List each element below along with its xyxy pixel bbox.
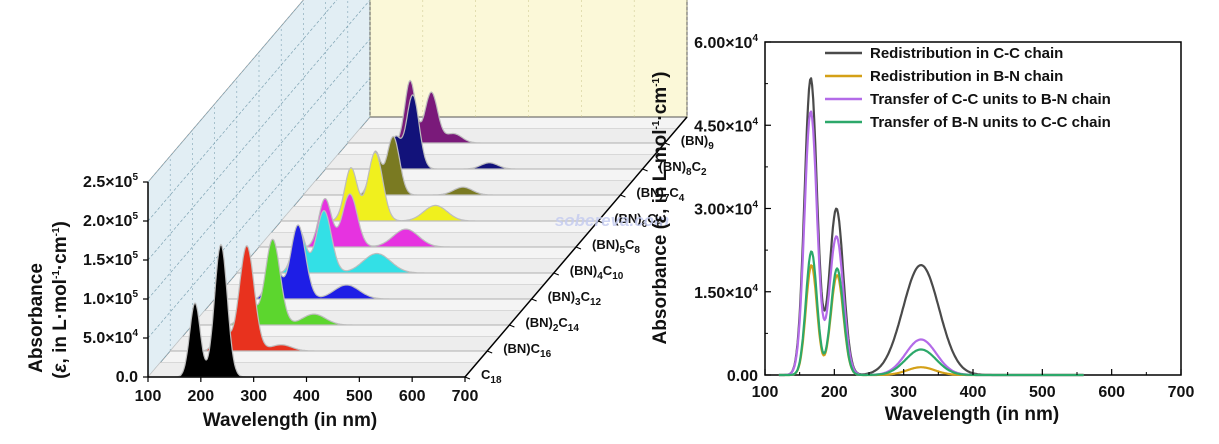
x-axis-label: Wavelength (in nm) [885, 404, 1060, 425]
legend: Redistribution in C-C chain Redistributio… [825, 45, 1111, 131]
x-tick-label: 200 [187, 388, 214, 405]
legend-label: Transfer of B-N units to C-C chain [870, 114, 1111, 131]
x-tick-labels: 100 200 300 400 500 600 700 [752, 369, 1195, 401]
y-tick-labels: 0.0 5.0×104 1.0×105 1.5×105 2.0×105 2.5×105 [83, 172, 148, 386]
series-areas [147, 79, 678, 378]
y-tick-label: 2.0×105 [83, 211, 138, 230]
series-area [280, 151, 599, 222]
series-label: (BN)8C2 [659, 159, 707, 178]
grid-line [147, 38, 371, 300]
series-label: (BN)4C10 [570, 263, 624, 282]
series-label: (BN)2C14 [525, 315, 579, 334]
grid-line [147, 0, 304, 183]
x-tick-label: 400 [293, 388, 320, 405]
series-line [778, 250, 1084, 377]
y-tick-label: 0.0 [116, 369, 138, 386]
y-tick-labels: 0.00 1.50×104 3.00×104 4.50×104 6.00×104 [694, 33, 771, 385]
x-tick-label: 300 [240, 388, 267, 405]
waterfall-chart: 100 200 300 400 500 600 700 0.0 5.0×104 1.0×105 1… [26, 0, 714, 431]
depth-tick [553, 272, 559, 276]
series-label: (BN)5C8 [592, 237, 640, 256]
depth-tick [487, 350, 493, 354]
grid-line [147, 77, 371, 339]
depth-tick [664, 142, 670, 146]
series-label: (BN)7C4 [636, 185, 684, 204]
legend-label: Redistribution in B-N chain [870, 68, 1063, 85]
y-tick-label: 5.0×104 [83, 328, 138, 347]
watermark: sobereva.com [555, 211, 669, 230]
y-tick-label: 2.5×105 [83, 172, 138, 191]
y-tick-label: 1.5×105 [83, 250, 138, 269]
x-tick-labels: 100 200 300 400 500 600 700 [135, 377, 479, 405]
x-tick-label: 500 [346, 388, 373, 405]
x-tick-label: 100 [752, 384, 779, 401]
series-area [347, 79, 666, 144]
x-tick-label: 700 [1168, 384, 1195, 401]
depth-tick [464, 376, 471, 380]
series-label: (BN)C16 [503, 341, 551, 360]
y-tick-label: 1.50×104 [694, 283, 758, 302]
y-axis-label-line2: (ε, in L·mol-1·cm-1) [50, 221, 71, 379]
y-axis-label-text: Absorbance (ε, in L·mol-1·cm-1) [650, 72, 671, 345]
x-tick-label: 500 [1029, 384, 1056, 401]
series-labels: C18(BN)C16 (BN)2C14 (BN)3C12 (BN)4C10 (BN)5C… [464, 133, 714, 386]
depth-tick [642, 168, 648, 172]
back-wall [369, 0, 688, 118]
series-label: (BN)9 [681, 133, 714, 152]
depth-tick [509, 324, 515, 328]
x-tick-label: 100 [135, 388, 162, 405]
line-chart: 100 200 300 400 500 600 700 0.00 1.50×104 3.00×1… [650, 33, 1194, 425]
series-label: (BN)3C12 [548, 289, 602, 308]
x-tick-label: 300 [890, 384, 917, 401]
legend-label: Redistribution in C-C chain [870, 45, 1063, 62]
depth-tick [531, 298, 537, 302]
x-tick-label: 400 [960, 384, 987, 401]
x-tick-label: 600 [1098, 384, 1125, 401]
legend-label: Transfer of C-C units to B-N chain [870, 91, 1111, 108]
series-line [778, 110, 1084, 377]
series-lines [778, 77, 1084, 377]
x-axis-label: Wavelength (in nm) [203, 410, 378, 431]
y-axis-label-line1: Absorbance [26, 263, 47, 373]
depth-tick [598, 220, 604, 224]
x-tick-label: 700 [452, 388, 479, 405]
y-tick-label: 3.00×104 [694, 200, 758, 219]
x-tick-label: 200 [821, 384, 848, 401]
y-axis-label: Absorbance(ε, in L·mol-1·cm-1) [26, 221, 71, 379]
depth-tick [620, 194, 626, 198]
series-label: C18 [481, 367, 502, 386]
y-tick-label: 6.00×104 [694, 33, 758, 52]
y-tick-label: 1.0×105 [83, 289, 138, 308]
x-tick-label: 600 [399, 388, 426, 405]
series-label: (BN)6C6 [614, 211, 662, 230]
y-tick-label: 0.00 [727, 368, 758, 385]
depth-tick [575, 246, 582, 250]
series-area [258, 193, 577, 248]
y-axis-label: Absorbance (ε, in L·mol-1·cm-1) [650, 72, 671, 345]
y-tick-label: 4.50×104 [694, 116, 758, 135]
